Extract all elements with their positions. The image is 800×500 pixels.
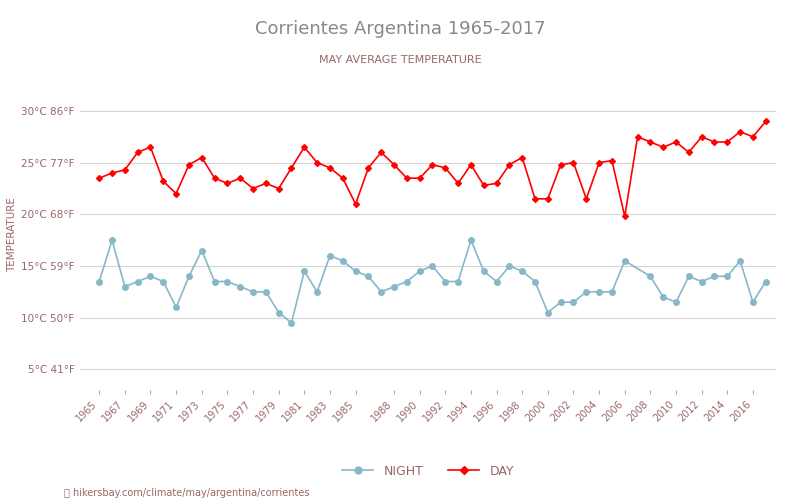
DAY [479,182,489,188]
NIGHT [543,310,553,316]
DAY [607,158,617,164]
NIGHT [158,278,168,284]
DAY [94,175,104,181]
Legend: NIGHT, DAY: NIGHT, DAY [337,460,519,483]
NIGHT [466,237,476,243]
NIGHT [107,237,117,243]
Text: 📍 hikersbay.com/climate/may/argentina/corrientes: 📍 hikersbay.com/climate/may/argentina/co… [64,488,310,498]
DAY [518,154,527,160]
NIGHT [761,278,770,284]
Text: MAY AVERAGE TEMPERATURE: MAY AVERAGE TEMPERATURE [318,55,482,65]
DAY [274,186,283,192]
NIGHT [286,320,296,326]
NIGHT [518,268,527,274]
DAY [620,214,630,220]
DAY [697,134,706,140]
Text: Corrientes Argentina 1965-2017: Corrientes Argentina 1965-2017 [254,20,546,38]
Y-axis label: TEMPERATURE: TEMPERATURE [6,198,17,272]
NIGHT [350,268,360,274]
NIGHT [428,263,438,269]
Line: DAY: DAY [97,119,768,218]
Line: NIGHT: NIGHT [97,238,769,326]
NIGHT [94,278,104,284]
DAY [492,180,502,186]
DAY [761,118,770,124]
